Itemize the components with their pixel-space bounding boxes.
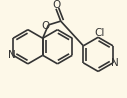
Text: O: O: [41, 21, 50, 31]
Text: N: N: [111, 58, 119, 68]
Text: N: N: [8, 50, 16, 60]
Text: Cl: Cl: [94, 29, 104, 39]
Text: O: O: [53, 0, 61, 10]
